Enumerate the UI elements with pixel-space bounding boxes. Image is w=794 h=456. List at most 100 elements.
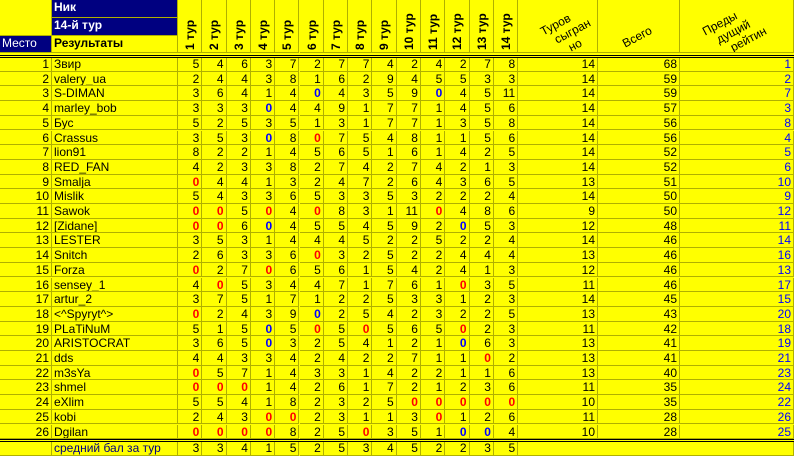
score: 2 <box>396 306 421 322</box>
score: 2 <box>202 262 227 278</box>
score: 3 <box>250 115 276 131</box>
nick: dds <box>52 351 178 366</box>
score: 2 <box>445 159 470 175</box>
score: 6 <box>396 277 421 293</box>
score: 0 <box>250 409 276 425</box>
score: 3 <box>226 351 251 366</box>
score: 0 <box>421 86 446 102</box>
place: 8 <box>0 159 52 175</box>
score: 2 <box>421 248 446 263</box>
score: 3 <box>469 277 494 293</box>
score: 4 <box>275 365 300 381</box>
score: 1 <box>445 351 470 366</box>
score: 3 <box>323 115 349 131</box>
score: 6 <box>493 101 519 116</box>
score: 7 <box>372 380 397 396</box>
score: 0 <box>445 218 470 234</box>
score: 4 <box>445 86 470 102</box>
score: 5 <box>323 336 349 351</box>
prev-rating: 10 <box>680 174 794 190</box>
nick: Sawok <box>52 204 178 219</box>
round-col-header: 13 тур <box>469 0 494 53</box>
score: 2 <box>348 351 373 366</box>
score: 6 <box>493 409 519 425</box>
place: 19 <box>0 321 52 337</box>
score: 3 <box>250 159 276 175</box>
place: 3 <box>0 86 52 102</box>
score: 5 <box>396 424 421 440</box>
played: 13 <box>518 365 598 381</box>
score: 1 <box>469 365 494 381</box>
score: 3 <box>372 424 397 440</box>
played: 10 <box>518 424 598 440</box>
score: 1 <box>469 262 494 278</box>
score: 3 <box>493 262 519 278</box>
score: 4 <box>202 71 227 87</box>
score: 1 <box>421 351 446 366</box>
total: 56 <box>598 115 680 131</box>
place: 11 <box>0 204 52 219</box>
place: 6 <box>0 130 52 146</box>
score: 4 <box>372 57 397 72</box>
nick: sensey_1 <box>52 277 178 293</box>
total: 28 <box>598 409 680 425</box>
total: 42 <box>598 321 680 337</box>
round-col-header: 3 тур <box>226 0 251 53</box>
score: 0 <box>348 424 373 440</box>
score: 4 <box>226 71 251 87</box>
score: 0 <box>178 174 203 190</box>
score: 5 <box>372 189 397 204</box>
score: 1 <box>250 174 276 190</box>
header-line: Всего <box>620 23 655 51</box>
score: 0 <box>226 424 251 440</box>
score: 1 <box>250 233 276 249</box>
score: 4 <box>275 351 300 366</box>
score: 5 <box>372 395 397 410</box>
score: 1 <box>372 204 397 219</box>
score: 0 <box>299 306 324 322</box>
nick: Бус <box>52 115 178 131</box>
score: 4 <box>275 380 300 396</box>
score: 2 <box>469 306 494 322</box>
score: 4 <box>469 248 494 263</box>
prev-rating: 9 <box>680 189 794 204</box>
score: 1 <box>250 292 276 307</box>
score: 2 <box>202 145 227 160</box>
score: 3 <box>323 409 349 425</box>
score: 7 <box>348 57 373 72</box>
round-label: 11 тур <box>426 13 440 50</box>
score: 2 <box>299 351 324 366</box>
score: 0 <box>275 409 300 425</box>
nick: PLaTiNuM <box>52 321 178 337</box>
score: 7 <box>372 115 397 131</box>
score: 5 <box>299 189 324 204</box>
place: 18 <box>0 306 52 322</box>
prev-rating: 4 <box>680 130 794 146</box>
score: 2 <box>202 159 227 175</box>
prev-rating: 7 <box>680 86 794 102</box>
total: 56 <box>598 130 680 146</box>
score: 5 <box>372 86 397 102</box>
score: 2 <box>396 233 421 249</box>
score: 3 <box>178 233 203 249</box>
score: 3 <box>421 292 446 307</box>
score: 0 <box>202 204 227 219</box>
footer-value: 3 <box>202 441 227 456</box>
score: 0 <box>396 395 421 410</box>
score: 3 <box>445 115 470 131</box>
place: 26 <box>0 424 52 440</box>
played: 14 <box>518 145 598 160</box>
footer-value: 3 <box>469 441 494 456</box>
score: 2 <box>299 395 324 410</box>
score: 5 <box>178 189 203 204</box>
prev-rating: 18 <box>680 321 794 337</box>
score: 2 <box>421 189 446 204</box>
score: 1 <box>250 365 276 381</box>
prev-rating: 26 <box>680 409 794 425</box>
score: 4 <box>202 409 227 425</box>
score: 2 <box>178 248 203 263</box>
score: 1 <box>372 409 397 425</box>
score: 2 <box>372 351 397 366</box>
score: 2 <box>299 336 324 351</box>
score: 2 <box>469 145 494 160</box>
